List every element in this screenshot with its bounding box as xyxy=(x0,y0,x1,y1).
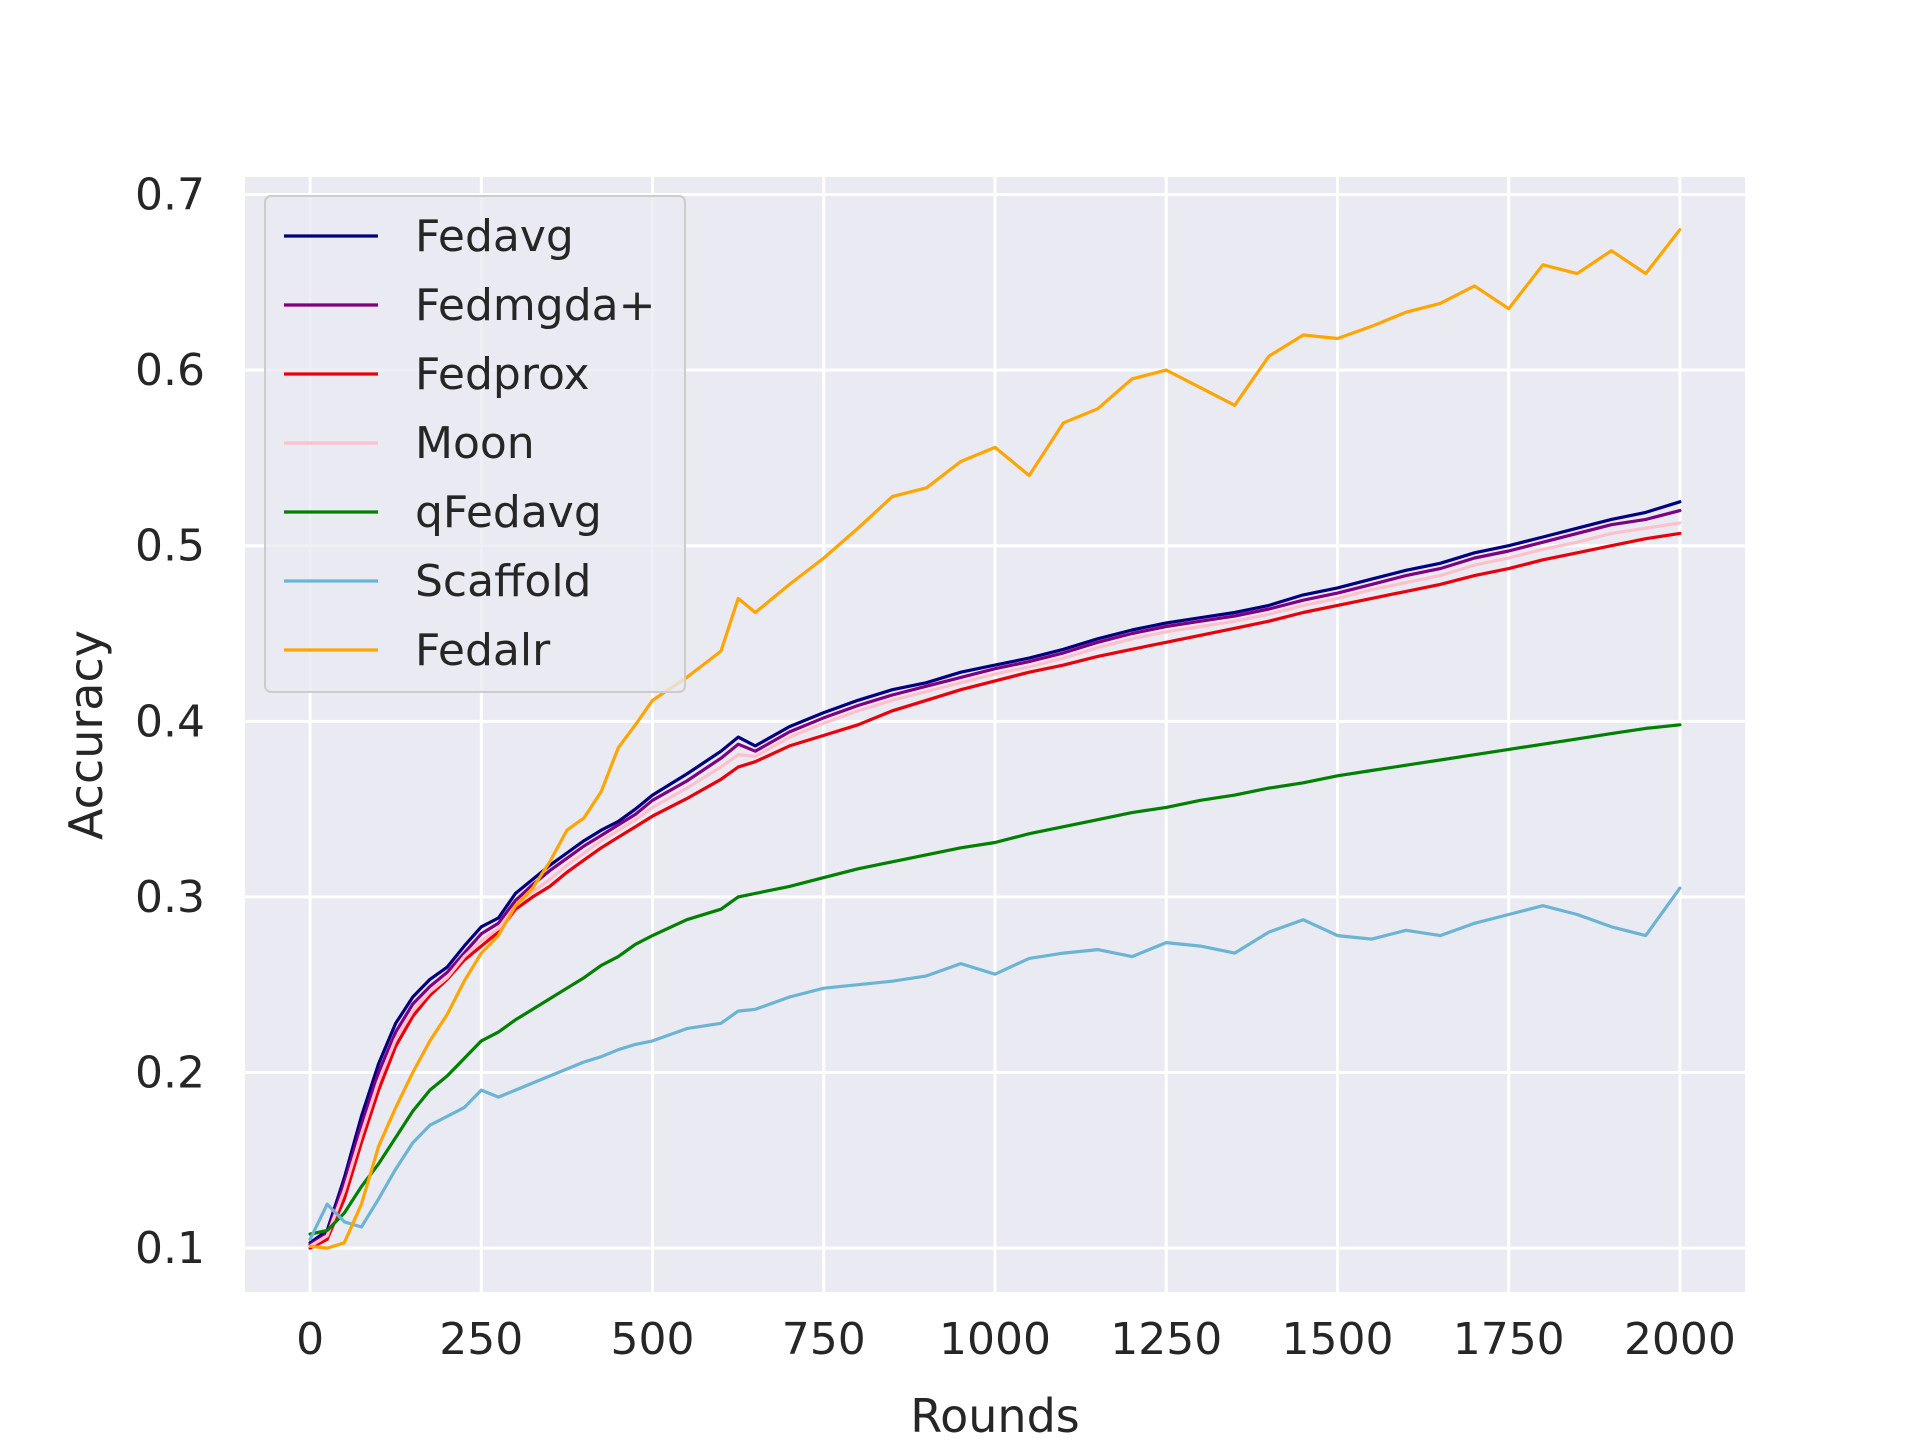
y-tick-label: 0.7 xyxy=(135,170,205,221)
series-line-fedprox xyxy=(308,531,1682,1250)
y-tick-label: 0.5 xyxy=(135,521,205,572)
x-tick-label: 750 xyxy=(782,1314,866,1365)
y-axis-ticks: 0.1 0.2 0.3 0.4 0.5 0.6 0.7 xyxy=(135,170,205,1275)
y-tick-label: 0.3 xyxy=(135,872,205,923)
series-line-fedalr xyxy=(308,228,1682,1250)
legend-label: qFedavg xyxy=(415,487,602,538)
y-tick-label: 0.1 xyxy=(135,1223,205,1274)
x-tick-label: 2000 xyxy=(1624,1314,1736,1365)
y-tick-label: 0.6 xyxy=(135,345,205,396)
legend-label: Scaffold xyxy=(415,556,591,607)
series-line-moon xyxy=(308,521,1682,1248)
legend-label: Fedavg xyxy=(415,211,574,262)
y-tick-label: 0.2 xyxy=(135,1048,205,1099)
series-line-fedavg xyxy=(308,500,1682,1245)
x-tick-label: 1000 xyxy=(939,1314,1051,1365)
series-line-qfedavg xyxy=(308,723,1682,1236)
x-tick-label: 500 xyxy=(611,1314,695,1365)
x-axis-ticks: 0 250 500 750 1000 1250 1500 1750 2000 xyxy=(296,1314,1736,1365)
legend-box xyxy=(264,195,686,693)
x-tick-label: 1500 xyxy=(1281,1314,1393,1365)
x-tick-label: 250 xyxy=(439,1314,523,1365)
legend-label: Fedmgda+ xyxy=(415,280,655,331)
y-axis-label: Accuracy xyxy=(59,630,113,840)
x-axis-label: Rounds xyxy=(910,1389,1080,1440)
x-tick-label: 1250 xyxy=(1110,1314,1222,1365)
legend-label: Moon xyxy=(415,418,535,469)
x-tick-label: 1750 xyxy=(1453,1314,1565,1365)
series-line-scaffold xyxy=(308,886,1682,1241)
series-lines xyxy=(308,228,1682,1250)
legend-label: Fedalr xyxy=(415,625,551,676)
x-tick-label: 0 xyxy=(296,1314,324,1365)
legend: Fedavg Fedmgda+ Fedprox Moon qFedavg Scaffold… xyxy=(264,195,686,693)
y-tick-label: 0.4 xyxy=(135,696,205,747)
legend-label: Fedprox xyxy=(415,349,590,400)
series-line-fedmgda- xyxy=(308,509,1682,1247)
